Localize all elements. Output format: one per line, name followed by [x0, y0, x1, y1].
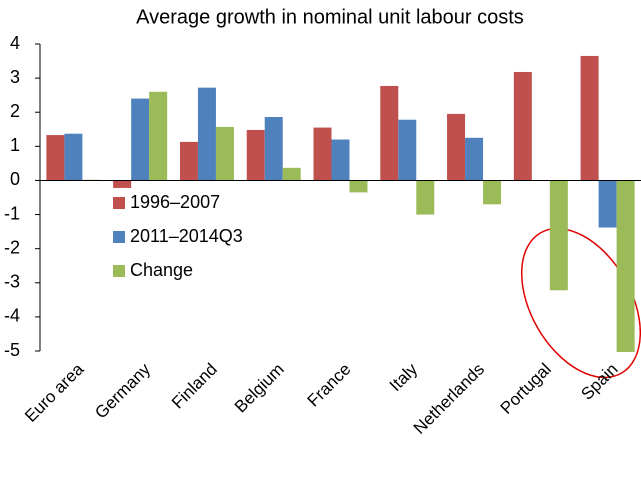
x-tick-label: Belgium — [231, 360, 288, 417]
y-tick-label: 3 — [10, 67, 20, 87]
bar — [580, 55, 599, 181]
bar — [447, 113, 466, 181]
y-tick-label: -2 — [4, 237, 20, 257]
bar — [483, 180, 502, 205]
x-tick-label: Finland — [168, 360, 221, 413]
bar — [398, 119, 417, 181]
y-tick-label: 0 — [10, 169, 20, 189]
legend-swatch — [113, 197, 125, 209]
bar — [513, 71, 532, 181]
y-tick-label: -3 — [4, 272, 20, 292]
legend-label: 2011–2014Q3 — [130, 226, 243, 246]
bar — [46, 135, 65, 181]
x-tick-label: Euro area — [21, 359, 88, 426]
bar — [197, 87, 216, 181]
bar — [149, 91, 168, 181]
x-tick-label: Netherlands — [410, 360, 488, 438]
legend-label: 1996–2007 — [130, 192, 220, 212]
chart-title: Average growth in nominal unit labour co… — [136, 6, 524, 28]
bar — [113, 180, 132, 188]
legend-swatch — [113, 231, 125, 243]
y-tick-label: -4 — [4, 306, 20, 326]
bar — [549, 180, 568, 291]
bar — [598, 180, 617, 228]
y-tick-label: -5 — [4, 340, 20, 360]
bar — [264, 116, 283, 181]
y-tick-label: -1 — [4, 203, 20, 223]
bar — [64, 133, 83, 181]
x-tick-label: Portugal — [497, 360, 555, 418]
bar — [282, 167, 301, 181]
bar — [179, 141, 198, 181]
legend-label: Change — [130, 260, 193, 280]
bar — [465, 137, 484, 181]
y-tick-label: 1 — [10, 135, 20, 155]
y-tick-label: 4 — [10, 33, 20, 53]
x-tick-label: Spain — [577, 360, 621, 404]
legend-swatch — [113, 265, 125, 277]
x-tick-label: Germany — [91, 359, 154, 422]
bar — [331, 139, 350, 181]
bar — [215, 126, 234, 181]
bar — [246, 129, 265, 181]
bar — [349, 180, 368, 193]
x-tick-label: France — [304, 360, 355, 411]
bar — [131, 98, 150, 181]
bar — [313, 127, 332, 181]
bar — [380, 85, 399, 181]
y-tick-label: 2 — [10, 101, 20, 121]
bar — [416, 180, 435, 215]
x-tick-label: Italy — [386, 359, 422, 395]
bar — [616, 180, 635, 353]
